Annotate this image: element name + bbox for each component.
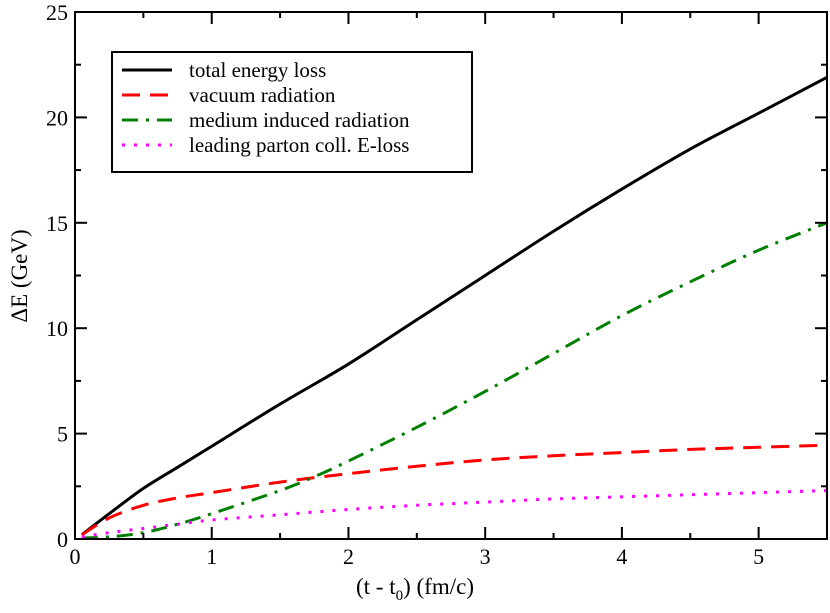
series-line-vacuum-radiation <box>81 443 828 537</box>
y-tick-label: 0 <box>57 527 68 552</box>
legend-label-leading-parton-coll-e-loss: leading parton coll. E-loss <box>189 133 409 157</box>
legend-label-vacuum-radiation: vacuum radiation <box>189 83 336 107</box>
y-tick-label: 10 <box>46 316 68 341</box>
y-tick-label: 25 <box>46 0 68 25</box>
series-line-medium-induced-radiation <box>81 221 828 540</box>
ticks: 0 1 2 3 4 5 0 5 10 15 20 25 <box>46 0 827 569</box>
x-tick-label: 3 <box>480 544 491 569</box>
series-line-leading-parton-coll-e-loss <box>81 489 828 539</box>
legend-label-total-energy-loss: total energy loss <box>189 58 326 82</box>
y-axis-label: ΔE (GeV) <box>7 229 32 322</box>
x-axis-label: (t - t0) (fm/c) <box>356 574 474 604</box>
x-tick-label: 1 <box>206 544 217 569</box>
curves <box>80 76 828 540</box>
y-tick-label: 15 <box>46 211 68 236</box>
x-tick-label: 4 <box>616 544 627 569</box>
legend-box <box>111 51 473 173</box>
y-tick-label: 5 <box>57 422 68 447</box>
x-tick-label: 2 <box>343 544 354 569</box>
x-tick-label: 5 <box>753 544 764 569</box>
series-line-total-energy-loss <box>80 76 828 536</box>
y-tick-label: 20 <box>46 105 68 130</box>
x-tick-label: 0 <box>70 544 81 569</box>
legend-label-medium-induced-radiation: medium induced radiation <box>189 108 410 132</box>
